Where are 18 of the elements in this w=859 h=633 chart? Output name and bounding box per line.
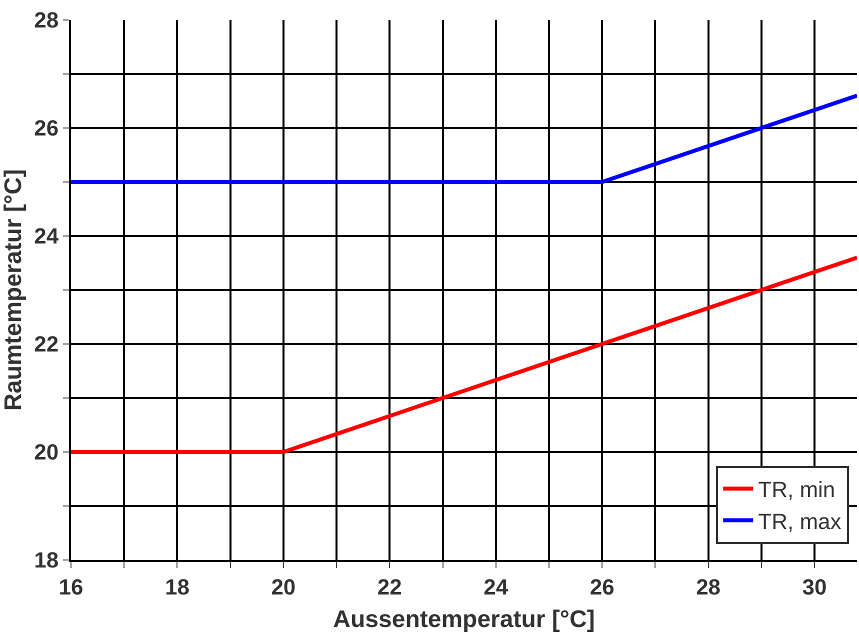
legend-label: TR, max xyxy=(758,508,842,534)
x-tick-label: 18 xyxy=(164,574,190,600)
y-tick-label: 22 xyxy=(34,332,59,357)
x-axis-title: Aussentemperatur [°C] xyxy=(333,606,595,633)
x-tick-label: 22 xyxy=(377,574,402,600)
y-tick-label: 18 xyxy=(34,548,59,573)
y-tick-label: 28 xyxy=(34,8,59,33)
y-tick-label: 20 xyxy=(34,440,59,465)
x-tick-label: 20 xyxy=(271,574,296,600)
x-tick-label: 26 xyxy=(590,574,614,600)
x-tick-label: 30 xyxy=(802,574,827,600)
y-tick-label: 24 xyxy=(34,224,60,249)
x-tick-label: 16 xyxy=(58,574,84,600)
y-tick-label: 26 xyxy=(34,116,59,141)
y-axis-title: Raumtemperatur [°C] xyxy=(0,169,27,411)
x-tick-label: 28 xyxy=(696,574,721,600)
x-tick-label: 24 xyxy=(484,574,509,600)
legend-label: TR, min xyxy=(758,477,836,502)
